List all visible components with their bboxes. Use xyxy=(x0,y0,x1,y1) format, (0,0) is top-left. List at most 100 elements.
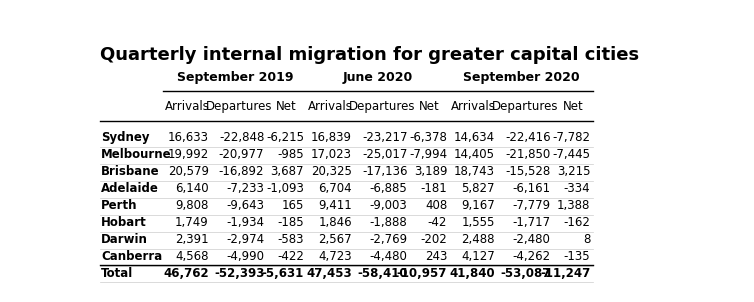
Text: 165: 165 xyxy=(282,199,304,212)
Text: -1,093: -1,093 xyxy=(266,182,304,195)
Text: -58,410: -58,410 xyxy=(357,267,407,280)
Text: -9,003: -9,003 xyxy=(369,199,407,212)
Text: 1,555: 1,555 xyxy=(461,216,495,229)
Text: 16,633: 16,633 xyxy=(168,131,209,144)
Text: Net: Net xyxy=(419,100,440,113)
Text: -53,087: -53,087 xyxy=(500,267,550,280)
Text: -162: -162 xyxy=(563,216,590,229)
Text: 9,411: 9,411 xyxy=(318,199,352,212)
Text: Darwin: Darwin xyxy=(101,233,148,246)
Text: 6,704: 6,704 xyxy=(318,182,352,195)
Text: -583: -583 xyxy=(277,233,304,246)
Text: -22,416: -22,416 xyxy=(505,131,550,144)
Text: 2,488: 2,488 xyxy=(461,233,495,246)
Text: -985: -985 xyxy=(277,148,304,161)
Text: 2,391: 2,391 xyxy=(175,233,209,246)
Text: Departures: Departures xyxy=(349,100,415,113)
Text: 20,325: 20,325 xyxy=(311,165,352,178)
Text: Departures: Departures xyxy=(206,100,272,113)
Text: -202: -202 xyxy=(421,233,447,246)
Text: -334: -334 xyxy=(564,182,590,195)
Text: -7,779: -7,779 xyxy=(513,199,550,212)
Text: -10,957: -10,957 xyxy=(397,267,447,280)
Text: -42: -42 xyxy=(428,216,447,229)
Text: -22,848: -22,848 xyxy=(219,131,265,144)
Text: -185: -185 xyxy=(277,216,304,229)
Text: 6,140: 6,140 xyxy=(175,182,209,195)
Text: Adelaide: Adelaide xyxy=(101,182,159,195)
Text: 41,840: 41,840 xyxy=(449,267,495,280)
Text: 20,579: 20,579 xyxy=(168,165,209,178)
Text: 9,808: 9,808 xyxy=(176,199,209,212)
Text: Sydney: Sydney xyxy=(101,131,150,144)
Text: -7,233: -7,233 xyxy=(226,182,265,195)
Text: -7,445: -7,445 xyxy=(553,148,590,161)
Text: 14,405: 14,405 xyxy=(454,148,495,161)
Text: 3,215: 3,215 xyxy=(557,165,590,178)
Text: Melbourne: Melbourne xyxy=(101,148,172,161)
Text: -2,480: -2,480 xyxy=(513,233,550,246)
Text: -9,643: -9,643 xyxy=(226,199,265,212)
Text: -135: -135 xyxy=(564,250,590,263)
Text: 3,189: 3,189 xyxy=(414,165,447,178)
Text: September 2020: September 2020 xyxy=(463,71,579,84)
Text: 408: 408 xyxy=(425,199,447,212)
Text: -6,378: -6,378 xyxy=(409,131,447,144)
Text: -7,994: -7,994 xyxy=(409,148,447,161)
Text: -23,217: -23,217 xyxy=(362,131,407,144)
Text: Perth: Perth xyxy=(101,199,138,212)
Text: -422: -422 xyxy=(277,250,304,263)
Text: -6,215: -6,215 xyxy=(266,131,304,144)
Text: 243: 243 xyxy=(425,250,447,263)
Text: -11,247: -11,247 xyxy=(540,267,590,280)
Text: 47,453: 47,453 xyxy=(306,267,352,280)
Text: 46,762: 46,762 xyxy=(163,267,209,280)
Text: September 2019: September 2019 xyxy=(176,71,293,84)
Text: 4,723: 4,723 xyxy=(318,250,352,263)
Text: 19,992: 19,992 xyxy=(167,148,209,161)
Text: 5,827: 5,827 xyxy=(461,182,495,195)
Text: Canberra: Canberra xyxy=(101,250,163,263)
Text: -4,262: -4,262 xyxy=(513,250,550,263)
Text: 18,743: 18,743 xyxy=(454,165,495,178)
Text: June 2020: June 2020 xyxy=(343,71,413,84)
Text: -4,990: -4,990 xyxy=(226,250,265,263)
Text: Net: Net xyxy=(562,100,583,113)
Text: -4,480: -4,480 xyxy=(369,250,407,263)
Text: 3,687: 3,687 xyxy=(271,165,304,178)
Text: Departures: Departures xyxy=(492,100,559,113)
Text: -1,717: -1,717 xyxy=(513,216,550,229)
Text: -15,528: -15,528 xyxy=(505,165,550,178)
Text: -1,934: -1,934 xyxy=(226,216,265,229)
Text: 1,846: 1,846 xyxy=(318,216,352,229)
Text: -25,017: -25,017 xyxy=(362,148,407,161)
Text: 2,567: 2,567 xyxy=(318,233,352,246)
Text: Net: Net xyxy=(276,100,297,113)
Text: -181: -181 xyxy=(421,182,447,195)
Text: 16,839: 16,839 xyxy=(311,131,352,144)
Text: 14,634: 14,634 xyxy=(454,131,495,144)
Text: 8: 8 xyxy=(583,233,590,246)
Text: -2,974: -2,974 xyxy=(226,233,265,246)
Text: -2,769: -2,769 xyxy=(369,233,407,246)
Text: -20,977: -20,977 xyxy=(219,148,265,161)
Text: Arrivals: Arrivals xyxy=(451,100,496,113)
Text: Total: Total xyxy=(101,267,133,280)
Text: 4,127: 4,127 xyxy=(461,250,495,263)
Text: 9,167: 9,167 xyxy=(461,199,495,212)
Text: Hobart: Hobart xyxy=(101,216,147,229)
Text: 1,749: 1,749 xyxy=(175,216,209,229)
Text: -6,885: -6,885 xyxy=(369,182,407,195)
Text: 17,023: 17,023 xyxy=(311,148,352,161)
Text: -21,850: -21,850 xyxy=(505,148,550,161)
Text: Brisbane: Brisbane xyxy=(101,165,160,178)
Text: 1,388: 1,388 xyxy=(557,199,590,212)
Text: Quarterly internal migration for greater capital cities: Quarterly internal migration for greater… xyxy=(100,46,639,63)
Text: -1,888: -1,888 xyxy=(369,216,407,229)
Text: -5,631: -5,631 xyxy=(262,267,304,280)
Text: Arrivals: Arrivals xyxy=(164,100,210,113)
Text: -6,161: -6,161 xyxy=(513,182,550,195)
Text: -16,892: -16,892 xyxy=(219,165,265,178)
Text: Arrivals: Arrivals xyxy=(308,100,353,113)
Text: -17,136: -17,136 xyxy=(362,165,407,178)
